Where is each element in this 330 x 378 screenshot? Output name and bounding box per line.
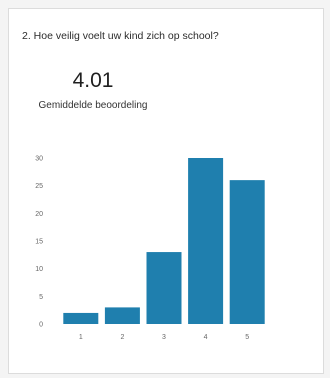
bar-2 bbox=[104, 307, 140, 324]
bar-5 bbox=[229, 180, 265, 324]
x-tick-label: 4 bbox=[204, 334, 208, 341]
average-rating-value: 4.01 bbox=[72, 69, 114, 92]
y-axis: 0 5 10 15 20 25 30 bbox=[35, 156, 43, 329]
bars bbox=[63, 158, 265, 324]
question-title: 2. Hoe veilig voelt uw kind zich op scho… bbox=[22, 30, 219, 42]
x-tick-label: 1 bbox=[79, 334, 83, 341]
bar-4 bbox=[188, 158, 224, 324]
y-tick-label: 30 bbox=[35, 156, 43, 163]
bar-3 bbox=[146, 252, 182, 324]
x-tick-label: 2 bbox=[120, 334, 124, 341]
y-tick-label: 20 bbox=[35, 211, 43, 218]
y-tick-label: 0 bbox=[39, 322, 43, 329]
bar-1 bbox=[63, 312, 99, 324]
x-tick-label: 5 bbox=[245, 334, 249, 341]
x-tick-label: 3 bbox=[162, 334, 166, 341]
average-rating-label: Gemiddelde beoordeling bbox=[38, 100, 148, 111]
y-tick-label: 10 bbox=[35, 266, 43, 273]
x-axis: 1 2 3 4 5 bbox=[79, 334, 249, 341]
y-tick-label: 5 bbox=[39, 294, 43, 301]
y-tick-label: 25 bbox=[35, 183, 43, 190]
y-tick-label: 15 bbox=[35, 239, 43, 246]
